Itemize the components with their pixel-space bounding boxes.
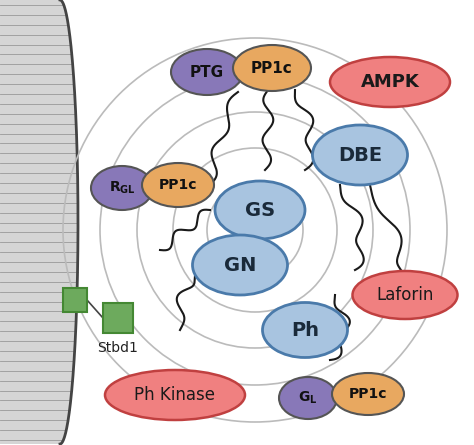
Ellipse shape — [353, 271, 457, 319]
Text: GS: GS — [245, 201, 275, 219]
Ellipse shape — [332, 373, 404, 415]
Text: Stbd1: Stbd1 — [98, 341, 138, 355]
Ellipse shape — [171, 49, 243, 95]
Text: AMPK: AMPK — [361, 73, 419, 91]
Ellipse shape — [233, 45, 311, 91]
Text: G$_{\mathregular{L}}$: G$_{\mathregular{L}}$ — [298, 390, 318, 406]
Ellipse shape — [312, 125, 408, 185]
Text: Ph: Ph — [291, 320, 319, 340]
Ellipse shape — [105, 370, 245, 420]
Ellipse shape — [263, 303, 347, 357]
Ellipse shape — [91, 166, 153, 210]
Polygon shape — [0, 0, 78, 444]
Bar — [63, 288, 87, 312]
Ellipse shape — [215, 181, 305, 239]
Text: PTG: PTG — [190, 65, 224, 80]
Text: PP1c: PP1c — [251, 61, 293, 76]
Text: DBE: DBE — [338, 146, 382, 165]
Bar — [103, 303, 133, 333]
Text: Laforin: Laforin — [376, 286, 434, 304]
Text: GN: GN — [224, 255, 256, 275]
Ellipse shape — [192, 235, 288, 295]
Text: PP1c: PP1c — [159, 178, 197, 192]
Ellipse shape — [279, 377, 337, 419]
Ellipse shape — [330, 57, 450, 107]
Text: R$_{\mathregular{GL}}$: R$_{\mathregular{GL}}$ — [109, 180, 136, 196]
Text: Ph Kinase: Ph Kinase — [135, 386, 216, 404]
Text: PP1c: PP1c — [349, 387, 387, 401]
Ellipse shape — [142, 163, 214, 207]
